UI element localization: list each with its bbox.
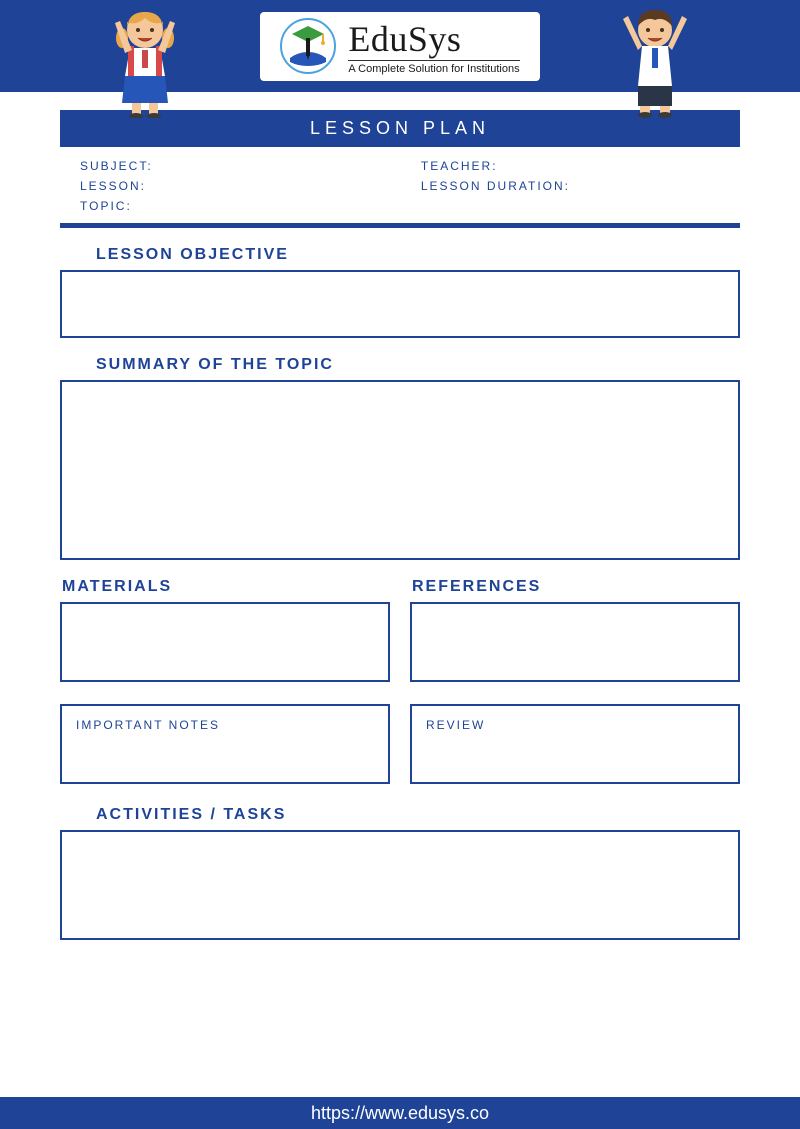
logo-block: EduSys A Complete Solution for Instituti… — [260, 12, 539, 81]
student-girl-icon — [110, 8, 180, 123]
review-title: REVIEW — [412, 706, 738, 732]
content: LESSON OBJECTIVE SUMMARY OF THE TOPIC MA… — [60, 246, 740, 940]
section-summary: SUMMARY OF THE TOPIC — [60, 356, 740, 560]
review-box: REVIEW — [410, 704, 740, 784]
top-header: EduSys A Complete Solution for Instituti… — [0, 0, 800, 92]
meta-teacher: TEACHER: — [421, 159, 570, 173]
brand-name: EduSys — [348, 18, 519, 60]
section-materials: MATERIALS — [60, 578, 390, 682]
student-boy-icon — [620, 8, 690, 123]
meta-left: SUBJECT: LESSON: TOPIC: — [80, 159, 153, 213]
activities-title: ACTIVITIES / TASKS — [96, 806, 740, 824]
meta-right: TEACHER: LESSON DURATION: — [421, 159, 570, 213]
logo-icon — [280, 18, 336, 74]
materials-box — [60, 602, 390, 682]
brand-tagline: A Complete Solution for Institutions — [348, 60, 519, 75]
notes-title: IMPORTANT NOTES — [62, 706, 388, 732]
summary-box — [60, 380, 740, 560]
notes-box: IMPORTANT NOTES — [60, 704, 390, 784]
footer-url: https://www.edusys.co — [0, 1097, 800, 1129]
summary-title: SUMMARY OF THE TOPIC — [96, 356, 740, 374]
meta-topic: TOPIC: — [80, 199, 153, 213]
divider — [60, 223, 740, 228]
references-title: REFERENCES — [412, 578, 740, 596]
objective-box — [60, 270, 740, 338]
logo-text: EduSys A Complete Solution for Instituti… — [348, 18, 519, 75]
meta-lesson: LESSON: — [80, 179, 153, 193]
section-activities: ACTIVITIES / TASKS — [60, 806, 740, 940]
meta-duration: LESSON DURATION: — [421, 179, 570, 193]
meta-row: SUBJECT: LESSON: TOPIC: TEACHER: LESSON … — [80, 159, 720, 213]
section-objective: LESSON OBJECTIVE — [60, 246, 740, 338]
activities-box — [60, 830, 740, 940]
materials-title: MATERIALS — [62, 578, 390, 596]
objective-title: LESSON OBJECTIVE — [96, 246, 740, 264]
materials-references-row: MATERIALS REFERENCES — [60, 578, 740, 682]
section-references: REFERENCES — [410, 578, 740, 682]
meta-subject: SUBJECT: — [80, 159, 153, 173]
references-box — [410, 602, 740, 682]
notes-review-row: IMPORTANT NOTES REVIEW — [60, 704, 740, 784]
